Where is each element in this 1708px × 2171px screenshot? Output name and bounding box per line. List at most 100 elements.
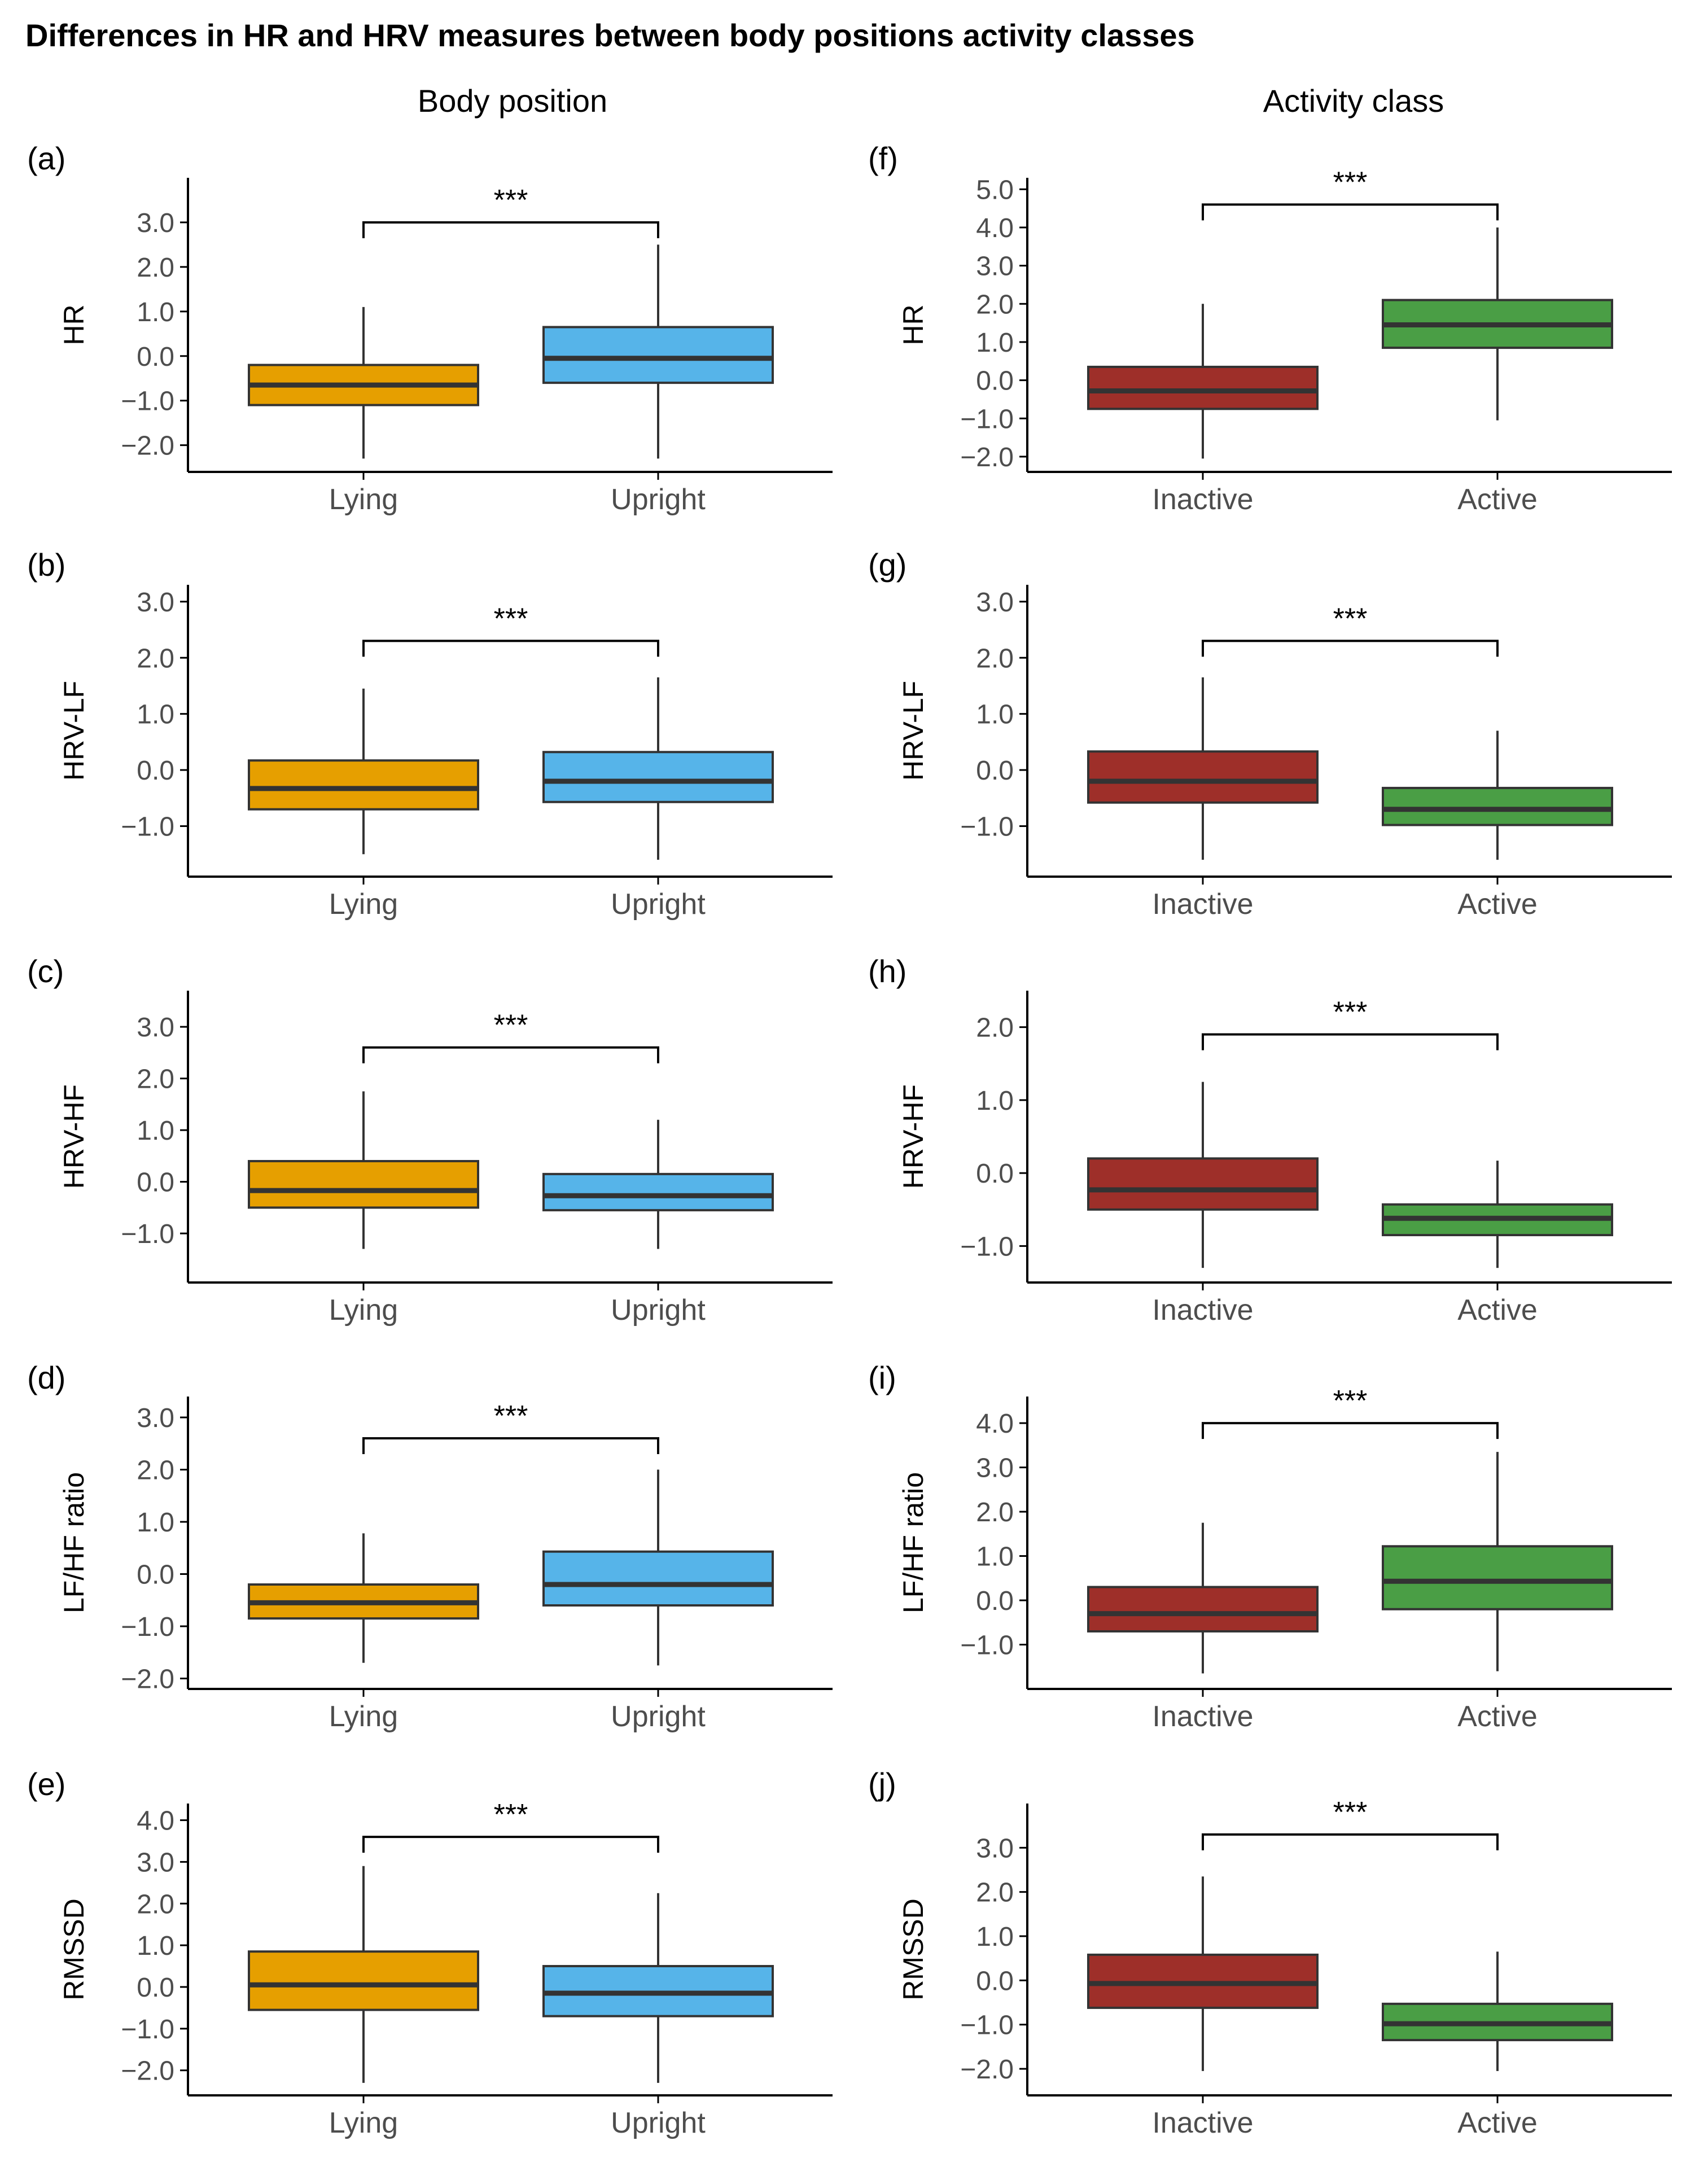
box-lying bbox=[248, 688, 479, 855]
y-tick-label: 3.0 bbox=[137, 1848, 174, 1877]
y-axis-title: HRV-HF bbox=[897, 1084, 929, 1189]
significance-bracket bbox=[1202, 1033, 1499, 1051]
x-tick-label-active: Active bbox=[1457, 2107, 1538, 2139]
y-tick-label: −2.0 bbox=[121, 431, 174, 461]
y-tick-label: −1.0 bbox=[121, 2015, 174, 2045]
significance-bracket bbox=[362, 1437, 659, 1454]
y-tick-label: 0.0 bbox=[137, 1168, 174, 1198]
x-tick-label-active: Active bbox=[1457, 888, 1538, 921]
box-active bbox=[1382, 1161, 1613, 1268]
y-tick-label: −1.0 bbox=[960, 1232, 1014, 1262]
x-tick-label-upright: Upright bbox=[611, 1294, 706, 1327]
y-tick-label: 3.0 bbox=[976, 588, 1014, 618]
y-axis-title: LF/HF ratio bbox=[58, 1472, 90, 1613]
column-title-body-position: Body position bbox=[418, 83, 607, 119]
iqr-box bbox=[542, 326, 774, 384]
panel-a: (a) HR −2.0 −1.0 0.0 1.0 2.0 3.0 Lying Upright *** bbox=[27, 141, 833, 516]
significance-stars: *** bbox=[1333, 1796, 1368, 1829]
iqr-box bbox=[248, 1159, 479, 1209]
y-tick-label: 2.0 bbox=[976, 290, 1014, 319]
panel-label: (e) bbox=[27, 1766, 65, 1802]
y-tick-label: −1.0 bbox=[960, 404, 1014, 434]
y-tick-label: 2.0 bbox=[137, 1065, 174, 1095]
y-tick-label: 2.0 bbox=[976, 1013, 1014, 1043]
panel-b: (b) HRV-LF −1.0 0.0 1.0 2.0 3.0 Lying Upright *** bbox=[27, 547, 833, 921]
y-tick-label: −2.0 bbox=[960, 2055, 1014, 2085]
y-axis-title: HR bbox=[58, 304, 90, 345]
column-title-activity-class: Activity class bbox=[1263, 83, 1444, 119]
y-tick-label: 1.0 bbox=[137, 1116, 174, 1146]
significance-stars: *** bbox=[1333, 996, 1368, 1029]
panel-h: (h) HRV-HF −1.0 0.0 1.0 2.0 Inactive Active *** bbox=[868, 953, 1672, 1327]
significance-stars: *** bbox=[494, 602, 528, 635]
panel-label: (c) bbox=[27, 953, 64, 989]
iqr-box bbox=[542, 751, 774, 803]
iqr-box bbox=[1087, 1157, 1319, 1211]
iqr-box bbox=[1087, 365, 1319, 410]
significance-bracket bbox=[1202, 203, 1499, 221]
figure-title: Differences in HR and HRV measures betwe… bbox=[25, 17, 1195, 53]
iqr-box bbox=[248, 759, 479, 811]
x-tick-label-upright: Upright bbox=[611, 1700, 706, 1733]
iqr-box bbox=[542, 1550, 774, 1607]
y-tick-label: 1.0 bbox=[976, 1922, 1014, 1952]
box-inactive bbox=[1087, 1082, 1319, 1268]
y-tick-label: 1.0 bbox=[976, 1542, 1014, 1572]
panel-g: (g) HRV-LF −1.0 0.0 1.0 2.0 3.0 Inactive Active *… bbox=[868, 547, 1672, 921]
box-inactive bbox=[1087, 1522, 1319, 1674]
y-tick-label: 0.0 bbox=[976, 366, 1014, 396]
significance-bracket bbox=[1202, 1833, 1499, 1850]
significance-bracket bbox=[362, 221, 659, 238]
y-tick-label: 3.0 bbox=[976, 1454, 1014, 1483]
y-tick-label: 2.0 bbox=[137, 1889, 174, 1919]
y-tick-label: 3.0 bbox=[137, 208, 174, 238]
x-tick-label-upright: Upright bbox=[611, 2107, 706, 2139]
panel-label: (j) bbox=[868, 1766, 896, 1802]
y-tick-label: 2.0 bbox=[137, 253, 174, 283]
y-tick-label: −2.0 bbox=[121, 2056, 174, 2086]
y-tick-label: −1.0 bbox=[960, 1631, 1014, 1661]
iqr-box bbox=[1087, 1586, 1319, 1632]
significance-bracket bbox=[362, 1836, 659, 1853]
panel-label: (d) bbox=[27, 1360, 65, 1395]
y-axis-title: HRV-LF bbox=[897, 681, 929, 781]
significance-bracket bbox=[1202, 1422, 1499, 1439]
x-tick-label-inactive: Inactive bbox=[1152, 888, 1253, 921]
y-tick-label: 5.0 bbox=[976, 175, 1014, 205]
box-inactive bbox=[1087, 1876, 1319, 2071]
significance-stars: *** bbox=[494, 184, 528, 217]
panel-f: (f) HR −2.0 −1.0 0.0 1.0 2.0 3.0 4.0 5.0 Inactive A… bbox=[868, 141, 1672, 516]
y-tick-label: 0.0 bbox=[137, 1560, 174, 1590]
y-tick-label: 4.0 bbox=[976, 213, 1014, 243]
box-upright bbox=[542, 1469, 774, 1666]
x-tick-label-lying: Lying bbox=[329, 888, 398, 921]
y-tick-label: 0.0 bbox=[976, 756, 1014, 786]
significance-stars: *** bbox=[494, 1009, 528, 1042]
box-lying bbox=[248, 307, 479, 459]
panel-i: (i) LF/HF ratio −1.0 0.0 1.0 2.0 3.0 4.0 Inactiv… bbox=[868, 1360, 1672, 1733]
y-tick-label: −1.0 bbox=[121, 387, 174, 417]
y-tick-label: 0.0 bbox=[137, 1973, 174, 2003]
y-tick-label: 0.0 bbox=[976, 1159, 1014, 1189]
y-tick-label: 3.0 bbox=[976, 1833, 1014, 1863]
y-tick-label: 0.0 bbox=[976, 1966, 1014, 1996]
x-tick-label-inactive: Inactive bbox=[1152, 483, 1253, 516]
panels: (a) HR −2.0 −1.0 0.0 1.0 2.0 3.0 Lying Upright ***… bbox=[27, 141, 1672, 2139]
significance-stars: *** bbox=[1333, 166, 1368, 199]
y-tick-label: −2.0 bbox=[121, 1665, 174, 1695]
panel-j: (j) RMSSD −2.0 −1.0 0.0 1.0 2.0 3.0 Inactive Acti… bbox=[868, 1766, 1672, 2139]
box-active bbox=[1382, 1452, 1613, 1671]
iqr-box bbox=[248, 1950, 479, 2011]
x-tick-label-active: Active bbox=[1457, 1294, 1538, 1327]
panel-label: (h) bbox=[868, 953, 906, 989]
x-tick-label-lying: Lying bbox=[329, 483, 398, 516]
y-tick-label: 3.0 bbox=[976, 252, 1014, 282]
y-tick-label: −1.0 bbox=[121, 1219, 174, 1249]
panel-e: (e) RMSSD −2.0 −1.0 0.0 1.0 2.0 3.0 4.0 Lying Upri… bbox=[27, 1766, 833, 2139]
box-active bbox=[1382, 1951, 1613, 2071]
y-tick-label: 1.0 bbox=[137, 1508, 174, 1538]
y-tick-label: 3.0 bbox=[137, 588, 174, 618]
iqr-box bbox=[542, 1172, 774, 1211]
box-upright bbox=[542, 1893, 774, 2083]
x-tick-label-inactive: Inactive bbox=[1152, 1700, 1253, 1733]
